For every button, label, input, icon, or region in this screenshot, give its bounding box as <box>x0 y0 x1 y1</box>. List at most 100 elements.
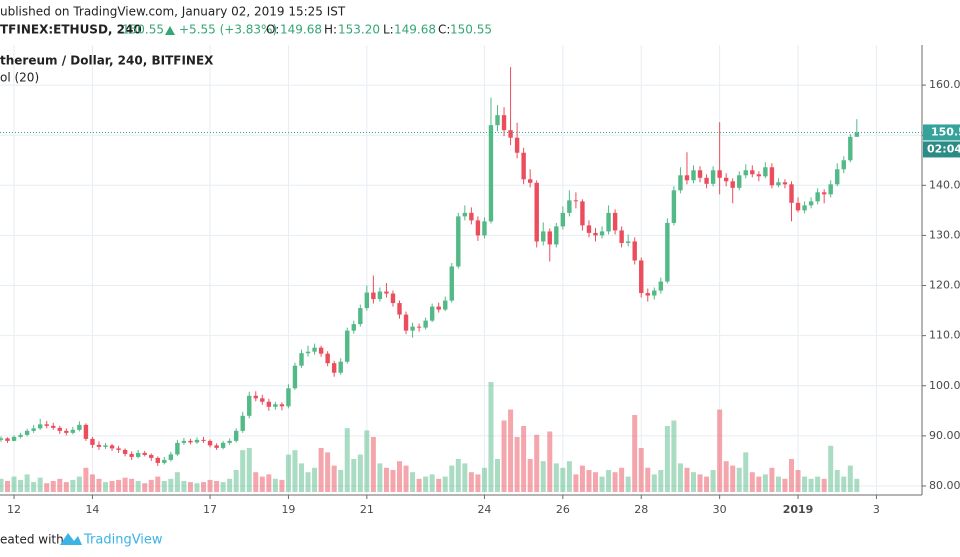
candle-body <box>645 293 650 296</box>
footer-brand[interactable]: TradingView <box>83 533 163 548</box>
volume-bar <box>259 476 265 492</box>
volume-bar <box>383 467 389 492</box>
volume-bar <box>18 479 24 492</box>
volume-bar <box>37 477 43 492</box>
volume-bar <box>63 482 69 492</box>
x-tick-label: 19 <box>281 503 295 516</box>
volume-bar <box>553 463 559 492</box>
candle-body <box>854 132 860 137</box>
volume-bar <box>704 476 710 492</box>
volume-bar <box>671 420 677 492</box>
candle-body <box>547 231 552 245</box>
candle-body <box>710 170 716 184</box>
candle-body <box>717 170 722 178</box>
volume-bar <box>70 479 76 492</box>
candle-body <box>371 292 376 300</box>
volume-bar <box>397 461 403 492</box>
change: +5.55 (+3.83%) <box>179 23 277 37</box>
volume-bar <box>808 478 814 492</box>
candle-body <box>606 212 611 232</box>
volume-bar <box>625 476 631 492</box>
volume-bar <box>187 482 193 492</box>
candle-body <box>828 184 833 195</box>
x-tick-label: 17 <box>203 503 217 516</box>
volume-bar <box>155 476 161 492</box>
candle-body <box>188 440 193 443</box>
volume-bar <box>619 467 625 492</box>
candle-body <box>776 182 781 186</box>
candle-body <box>253 395 258 399</box>
candle-body <box>312 347 317 352</box>
candle-body <box>397 303 402 315</box>
volume-bar <box>416 478 422 492</box>
candle-body <box>795 202 801 211</box>
volume-bar <box>815 476 821 492</box>
volume-bar <box>129 478 135 492</box>
volume-bar <box>312 467 318 492</box>
volume-bar <box>83 467 89 492</box>
volume-bar <box>782 478 788 492</box>
volume-bar <box>632 415 638 492</box>
candle-body <box>384 291 389 294</box>
candle-body <box>5 438 10 441</box>
published-note: ublished on TradingView.com, January 02,… <box>0 5 346 19</box>
volume-bar <box>207 479 213 492</box>
ohlc-key: O: <box>266 23 279 37</box>
countdown-box <box>923 141 960 158</box>
volume-bar <box>135 481 141 492</box>
volume-bar <box>148 479 154 492</box>
volume-bar <box>370 437 376 492</box>
volume-bar <box>586 470 592 492</box>
candle-body <box>769 167 775 186</box>
candle-body <box>351 324 356 331</box>
volume-bar <box>834 470 840 492</box>
candle-body <box>345 330 350 362</box>
volume-bar <box>795 470 801 492</box>
volume-bar <box>109 481 115 492</box>
volume-bar <box>854 478 860 492</box>
candle-body <box>554 226 559 245</box>
candle-body <box>162 459 167 463</box>
candle-body <box>37 424 43 429</box>
candle-body <box>835 169 840 185</box>
candle-body <box>619 230 624 243</box>
candle-body <box>462 212 468 217</box>
volume-bar <box>318 448 324 492</box>
volume-bar <box>762 474 768 492</box>
candle-body <box>625 241 631 243</box>
volume-bar <box>645 467 651 492</box>
volume-bar <box>76 476 82 492</box>
volume-bar <box>344 428 350 492</box>
candle-body <box>567 200 572 213</box>
y-tick-label: 110.00 <box>929 329 960 342</box>
candle-body <box>599 231 605 236</box>
volume-bar <box>351 459 357 492</box>
candle-body <box>521 152 526 180</box>
candle-body <box>821 192 827 195</box>
volume-bar <box>142 483 148 492</box>
y-tick-label: 130.00 <box>929 228 960 241</box>
candle-body <box>331 363 337 373</box>
candle-body <box>207 440 213 446</box>
volume-bar <box>527 459 533 492</box>
x-tick-label: 28 <box>634 503 648 516</box>
candle-body <box>247 395 252 416</box>
volume-bar <box>377 463 383 492</box>
volume-bar <box>573 474 579 492</box>
candle-body <box>678 175 683 191</box>
volume-bar <box>743 452 749 492</box>
volume-bar <box>116 479 122 492</box>
volume-bar <box>566 461 572 492</box>
candle-body <box>639 260 644 294</box>
symbol: TFINEX:ETHUSD, 240 <box>0 23 142 37</box>
volume-bar <box>788 459 794 492</box>
candle-body <box>57 427 62 431</box>
volume-bar <box>756 476 762 492</box>
candle-body <box>194 439 200 443</box>
candle-body <box>70 429 76 433</box>
candle-body <box>181 440 187 443</box>
volume-bar <box>710 470 716 492</box>
volume-bar <box>540 461 546 492</box>
candle-body <box>240 415 245 431</box>
